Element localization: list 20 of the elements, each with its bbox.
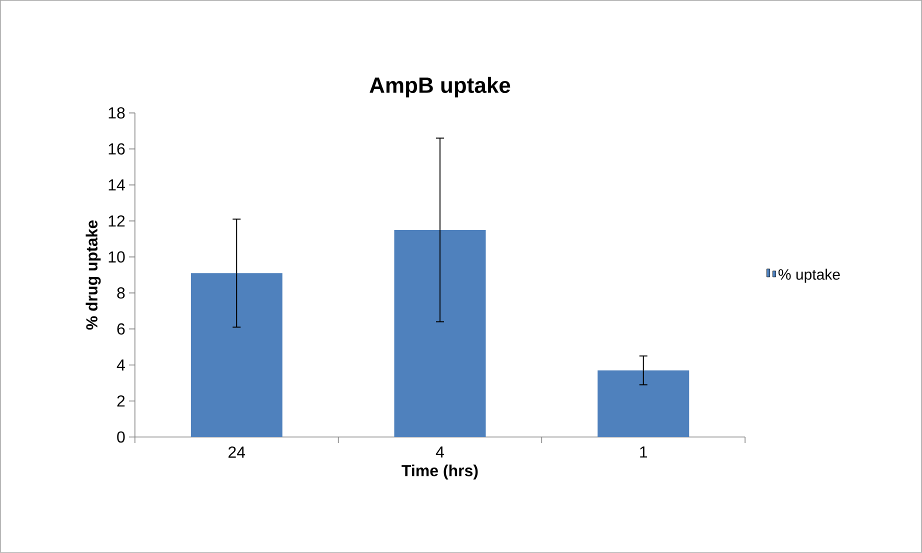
chart-title: AmpB uptake xyxy=(370,76,510,98)
bar xyxy=(598,370,690,438)
y-tick-label: 2 xyxy=(117,395,125,407)
y-tick-label: 4 xyxy=(116,360,125,371)
y-tick-label: 18 xyxy=(108,107,125,119)
x-axis-title: Time (hrs) xyxy=(402,464,478,480)
y-tick-label: 6 xyxy=(117,323,125,335)
y-tick-label: 0 xyxy=(117,431,125,443)
bar xyxy=(190,273,282,438)
x-tick-label: 4 xyxy=(436,446,444,458)
y-tick-label: 10 xyxy=(108,251,125,263)
bar xyxy=(394,230,486,438)
legend-label: % uptake xyxy=(778,268,840,283)
y-tick-label: 8 xyxy=(117,287,125,299)
y-axis-title: % drug uptake xyxy=(86,220,101,330)
x-tick-label: 24 xyxy=(228,446,246,458)
x-tick-label: 1 xyxy=(640,446,648,458)
y-tick-label: 16 xyxy=(108,143,125,155)
y-tick-label: 12 xyxy=(108,215,125,227)
y-tick-label: 14 xyxy=(108,179,125,190)
